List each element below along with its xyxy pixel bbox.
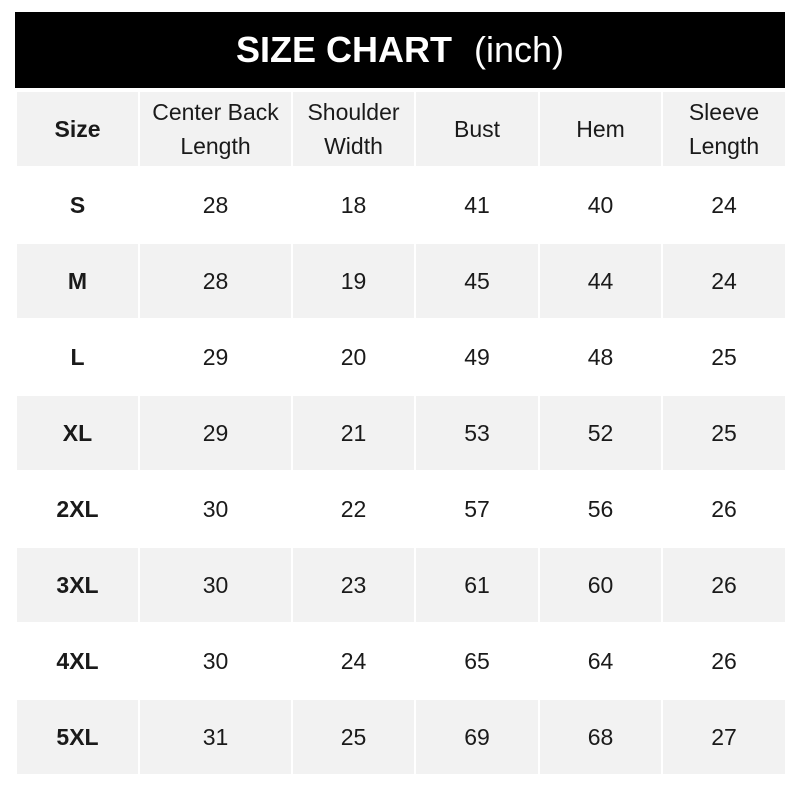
size-label: 3XL bbox=[15, 546, 140, 624]
measurement-cell: 40 bbox=[538, 166, 663, 244]
measurement-cell: 57 bbox=[414, 470, 540, 548]
size-label: S bbox=[15, 166, 140, 244]
title-unit: (inch) bbox=[473, 29, 565, 70]
table-row: 5XL 31 25 69 68 27 bbox=[15, 698, 787, 776]
measurement-cell: 69 bbox=[414, 698, 540, 776]
size-label: 4XL bbox=[15, 622, 140, 700]
measurement-cell: 60 bbox=[538, 546, 663, 624]
measurement-cell: 20 bbox=[291, 318, 416, 396]
measurement-cell: 25 bbox=[291, 698, 416, 776]
measurement-cell: 29 bbox=[138, 318, 293, 396]
measurement-cell: 26 bbox=[661, 470, 787, 548]
measurement-cell: 23 bbox=[291, 546, 416, 624]
measurement-cell: 30 bbox=[138, 546, 293, 624]
table-row: 2XL 30 22 57 56 26 bbox=[15, 470, 787, 548]
measurement-cell: 68 bbox=[538, 698, 663, 776]
measurement-cell: 25 bbox=[661, 318, 787, 396]
table-row: S 28 18 41 40 24 bbox=[15, 166, 787, 244]
column-header: Bust bbox=[414, 90, 540, 168]
measurement-cell: 28 bbox=[138, 242, 293, 320]
size-label: L bbox=[15, 318, 140, 396]
measurement-cell: 61 bbox=[414, 546, 540, 624]
measurement-cell: 30 bbox=[138, 470, 293, 548]
measurement-cell: 48 bbox=[538, 318, 663, 396]
measurement-cell: 26 bbox=[661, 622, 787, 700]
size-label: XL bbox=[15, 394, 140, 472]
column-header: Center Back Length bbox=[138, 90, 293, 168]
measurement-cell: 22 bbox=[291, 470, 416, 548]
measurement-cell: 65 bbox=[414, 622, 540, 700]
header-row: Size Center Back Length Shoulder Width Bust… bbox=[15, 90, 787, 168]
size-chart-title: SIZE CHART (inch) bbox=[15, 12, 785, 88]
column-header: Size bbox=[15, 90, 140, 168]
measurement-cell: 27 bbox=[661, 698, 787, 776]
column-header: Hem bbox=[538, 90, 663, 168]
table-row: 3XL 30 23 61 60 26 bbox=[15, 546, 787, 624]
table-row: L 29 20 49 48 25 bbox=[15, 318, 787, 396]
measurement-cell: 31 bbox=[138, 698, 293, 776]
measurement-cell: 29 bbox=[138, 394, 293, 472]
measurement-cell: 26 bbox=[661, 546, 787, 624]
table-row: XL 29 21 53 52 25 bbox=[15, 394, 787, 472]
measurement-cell: 19 bbox=[291, 242, 416, 320]
measurement-cell: 52 bbox=[538, 394, 663, 472]
size-label: 5XL bbox=[15, 698, 140, 776]
measurement-cell: 64 bbox=[538, 622, 663, 700]
measurement-cell: 30 bbox=[138, 622, 293, 700]
size-label: M bbox=[15, 242, 140, 320]
column-header: Sleeve Length bbox=[661, 90, 787, 168]
measurement-cell: 24 bbox=[291, 622, 416, 700]
title-main: SIZE CHART bbox=[235, 29, 452, 70]
measurement-cell: 44 bbox=[538, 242, 663, 320]
measurement-cell: 53 bbox=[414, 394, 540, 472]
table-row: M 28 19 45 44 24 bbox=[15, 242, 787, 320]
measurement-cell: 24 bbox=[661, 242, 787, 320]
measurement-cell: 18 bbox=[291, 166, 416, 244]
measurement-cell: 41 bbox=[414, 166, 540, 244]
measurement-cell: 24 bbox=[661, 166, 787, 244]
size-table: Size Center Back Length Shoulder Width Bust… bbox=[15, 90, 787, 776]
measurement-cell: 25 bbox=[661, 394, 787, 472]
column-header: Shoulder Width bbox=[291, 90, 416, 168]
measurement-cell: 28 bbox=[138, 166, 293, 244]
table-row: 4XL 30 24 65 64 26 bbox=[15, 622, 787, 700]
measurement-cell: 21 bbox=[291, 394, 416, 472]
measurement-cell: 49 bbox=[414, 318, 540, 396]
size-label: 2XL bbox=[15, 470, 140, 548]
measurement-cell: 56 bbox=[538, 470, 663, 548]
measurement-cell: 45 bbox=[414, 242, 540, 320]
